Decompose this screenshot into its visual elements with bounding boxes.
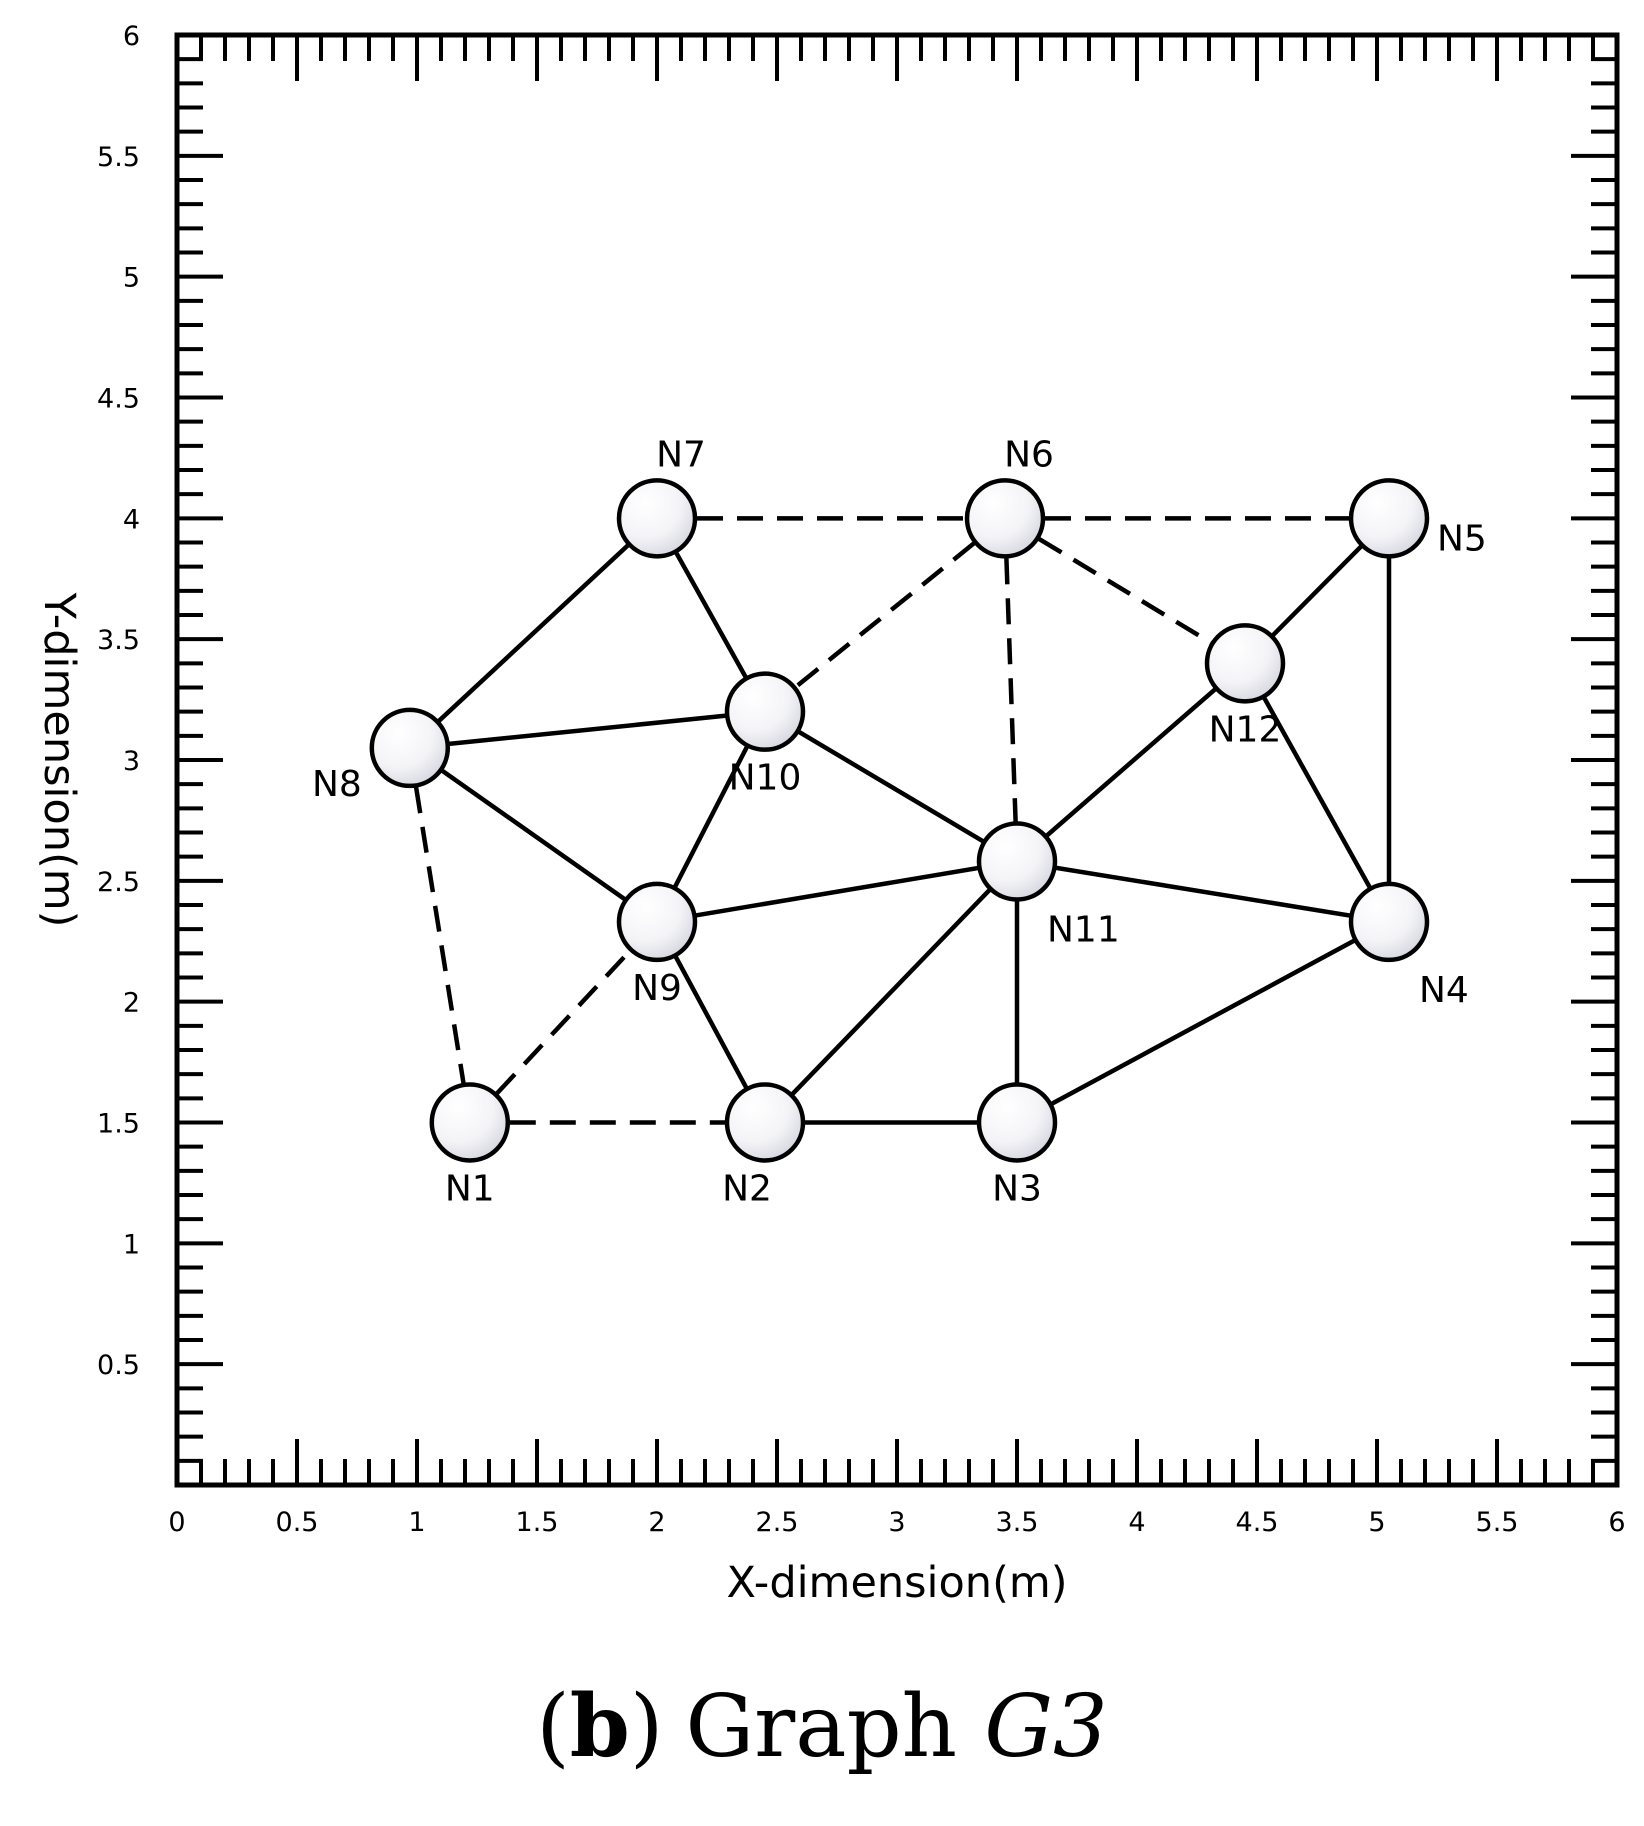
node-label-n11: N11 [1047,910,1120,951]
edge-n1-n9 [468,920,659,1125]
y-tick-label: 0.5 [97,1350,140,1381]
node-label-n4: N4 [1419,970,1469,1011]
y-tick-label: 5 [123,263,140,294]
y-axis-title: Y-dimension(m) [34,592,84,928]
graph-node-labels: N1 N2 N3 N4 N5 N6 N7 N8 N9 N10 N11 N12 [312,434,1487,1209]
x-tick-labels: 0 0.5 1 1.5 2 2.5 3 3.5 4 4.5 5 5.5 6 [168,1507,1625,1538]
node-label-n12: N12 [1209,709,1282,750]
y-tick-label: 4 [123,504,140,535]
node-label-n9: N9 [632,968,682,1009]
node-label-n5: N5 [1437,518,1487,559]
x-tick-label: 3 [888,1507,905,1538]
node-label-n3: N3 [992,1169,1042,1210]
y-tick-label: 3 [123,746,140,777]
y-tick-label: 2 [123,988,140,1019]
plot-frame [174,32,1620,1488]
edge-n8-n9 [408,746,659,924]
axis-ticks [175,33,1619,1487]
node-n7 [616,478,698,559]
edge-n8-n10 [409,709,766,751]
edge-n12-n4 [1243,662,1391,924]
y-tick-labels: 0.5 1 1.5 2 2.5 3 3.5 4 4.5 5 5.5 6 [97,21,140,1381]
edge-n2-n11 [763,859,1019,1125]
node-n6 [964,478,1046,559]
y-tick-label: 6 [123,21,140,52]
caption-title: Graph [685,1677,958,1777]
edge-n6-n12 [1003,516,1247,666]
x-tick-label: 0.5 [276,1507,319,1538]
y-tick-label: 5.5 [97,142,140,173]
graph-nodes [369,478,1430,1163]
x-tick-label: 3.5 [996,1507,1039,1538]
caption-open-paren: ( [536,1677,570,1777]
y-tick-label: 3.5 [97,625,140,656]
x-axis-title: X-dimension(m) [726,1558,1067,1608]
x-tick-label: 4.5 [1236,1507,1279,1538]
edge-n8-n1 [407,747,473,1123]
edge-n3-n4 [1015,919,1391,1125]
node-label-n6: N6 [1004,434,1054,475]
node-label-n8: N8 [312,764,362,805]
node-n8 [369,707,451,789]
node-label-n10: N10 [729,758,802,799]
caption-graph-symbol: G3 [984,1677,1108,1777]
edge-n9-n11 [656,859,1018,925]
node-n10 [724,671,806,752]
x-tick-label: 5.5 [1476,1507,1519,1538]
node-label-n2: N2 [722,1169,772,1210]
x-tick-label: 1.5 [516,1507,559,1538]
edge-n10-n11 [763,709,1019,864]
graph-edges [407,516,1392,1125]
edge-n6-n10 [763,516,1007,714]
node-n2 [724,1082,806,1163]
edge-n7-n8 [408,516,659,750]
x-tick-label: 4 [1128,1507,1145,1538]
caption-close-paren: ) [629,1677,664,1777]
y-tick-label: 1 [123,1229,140,1260]
node-n11 [976,821,1058,902]
node-label-n7: N7 [656,434,706,475]
x-tick-label: 2 [648,1507,665,1538]
caption-letter: b [569,1676,630,1777]
edge-n6-n11 [1002,518,1020,862]
figure-caption: (b) Graph G3 [0,1676,1644,1777]
y-tick-label: 1.5 [97,1109,140,1140]
y-tick-label: 4.5 [97,384,140,415]
edge-n11-n12 [1015,661,1247,864]
edge-n11-n4 [1016,859,1390,925]
x-tick-label: 6 [1608,1507,1625,1538]
node-label-n1: N1 [445,1169,495,1210]
x-tick-label: 5 [1368,1507,1385,1538]
node-n12 [1204,623,1286,704]
node-n4 [1348,881,1430,963]
y-tick-label: 2.5 [97,867,140,898]
node-n5 [1348,478,1430,559]
x-tick-label: 1 [408,1507,425,1538]
node-n1 [429,1082,511,1163]
x-tick-label: 2.5 [756,1507,799,1538]
node-n9 [616,881,698,963]
x-tick-label: 0 [168,1507,185,1538]
node-n3 [976,1082,1058,1163]
